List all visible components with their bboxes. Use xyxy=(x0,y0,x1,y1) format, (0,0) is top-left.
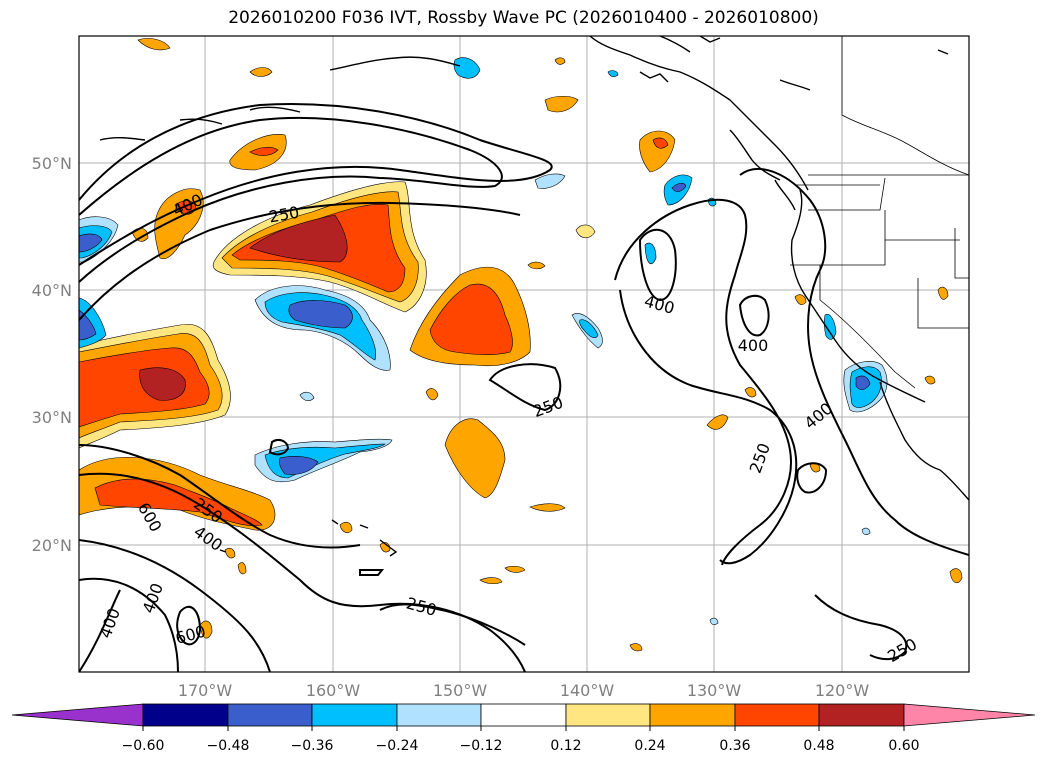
colorbar-tick-label: 0.12 xyxy=(550,738,581,754)
colorbar-tick-label: −0.24 xyxy=(376,738,419,754)
lon-label: 160°W xyxy=(306,681,361,700)
map-title: 2026010200 F036 IVT, Rossby Wave PC (202… xyxy=(228,8,819,28)
lon-label: 130°W xyxy=(687,681,742,700)
plot-area xyxy=(79,36,969,672)
contour-label: 400 xyxy=(96,606,124,641)
colorbar-tick-label: 0.36 xyxy=(719,738,750,754)
contour-label: 250 xyxy=(746,441,774,476)
colorbar-segment xyxy=(227,703,313,727)
coastlines xyxy=(99,36,969,557)
colorbar-tick-label: −0.48 xyxy=(207,738,250,754)
lat-label: 20°N xyxy=(32,536,72,555)
colorbar-segment xyxy=(396,703,482,727)
lat-label: 50°N xyxy=(32,154,72,173)
contour-label: 400 xyxy=(801,399,837,433)
colorbar-extend-min xyxy=(11,703,144,727)
contour-label: 250 xyxy=(404,594,438,620)
lat-label: 40°N xyxy=(32,281,72,300)
lat-label: 30°N xyxy=(32,408,72,427)
colorbar-ticks xyxy=(142,726,905,731)
colorbar-tick-label: 0.60 xyxy=(888,738,919,754)
contour-label: 400 xyxy=(642,292,676,318)
colorbar-tick-label: 0.24 xyxy=(634,738,665,754)
colorbar-segment xyxy=(734,703,820,727)
plot-frame xyxy=(78,35,970,673)
contour-label: 250 xyxy=(884,634,920,666)
colorbar-tick-labels: −0.60 −0.48 −0.36 −0.24 −0.12 0.12 0.24 … xyxy=(122,738,920,754)
political-borders xyxy=(790,36,969,389)
colorbar-segment xyxy=(142,703,229,727)
colorbar-segment xyxy=(480,703,567,727)
contour-label: 400 xyxy=(139,581,167,616)
colorbar xyxy=(11,703,1036,727)
colorbar-tick-label: −0.60 xyxy=(122,738,165,754)
colorbar-segment xyxy=(818,703,905,727)
gridlines xyxy=(79,36,969,672)
colorbar-segment xyxy=(565,703,651,727)
colorbar-tick-label: −0.12 xyxy=(460,738,503,754)
contour-label: 400 xyxy=(738,336,769,355)
lon-label: 170°W xyxy=(178,681,233,700)
lon-label: 120°W xyxy=(815,681,870,700)
negative-anomaly-shading xyxy=(79,57,888,625)
contour-label: 600 xyxy=(173,622,207,648)
lon-label: 150°W xyxy=(433,681,488,700)
latitude-labels: 50°N 40°N 30°N 20°N xyxy=(32,154,72,555)
colorbar-tick-label: −0.36 xyxy=(291,738,334,754)
colorbar-tick-label: 0.48 xyxy=(803,738,834,754)
ivt-contours xyxy=(79,103,969,672)
colorbar-segment xyxy=(649,703,736,727)
longitude-labels: 170°W 160°W 150°W 140°W 130°W 120°W xyxy=(178,681,870,700)
colorbar-segment xyxy=(311,703,398,727)
lon-label: 140°W xyxy=(560,681,615,700)
positive-anomaly-shading xyxy=(79,38,963,652)
colorbar-extend-max xyxy=(903,703,1036,727)
